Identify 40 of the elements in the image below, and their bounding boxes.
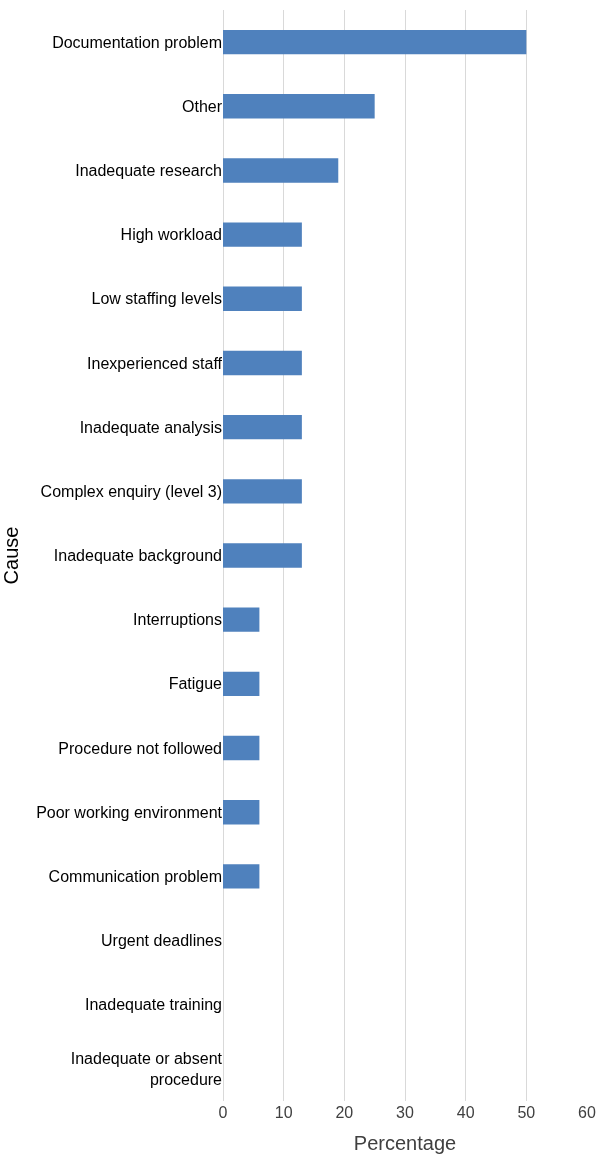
y-tick-label: Inadequate or absent procedure — [70, 1050, 223, 1088]
bar — [223, 94, 375, 119]
x-tick-label: 10 — [274, 1104, 293, 1121]
y-tick-label: Low staffing levels — [91, 290, 222, 308]
y-tick-label: Inadequate research — [75, 162, 222, 180]
bar — [223, 479, 302, 504]
bar — [223, 29, 527, 55]
x-tick-label: 0 — [218, 1104, 228, 1121]
y-tick-label: Other — [181, 97, 223, 115]
bar — [223, 864, 260, 889]
x-tick-label: 60 — [578, 1104, 596, 1121]
y-tick-label: Fatigue — [168, 675, 223, 693]
y-axis-title: Cause — [0, 526, 22, 585]
bar — [223, 800, 260, 825]
bar — [223, 543, 302, 568]
bar — [223, 158, 339, 183]
x-tick-label: 20 — [335, 1104, 354, 1121]
bar — [223, 286, 302, 311]
bar — [223, 414, 302, 440]
y-tick-label: Procedure not followed — [58, 739, 222, 757]
y-tick-label: Inadequate background — [53, 547, 222, 565]
bar — [223, 671, 260, 697]
x-tick-label: 30 — [396, 1104, 414, 1121]
y-tick-label: Communication problem — [48, 867, 222, 885]
y-tick-label: Poor working environment — [36, 803, 223, 821]
y-tick-label: Inadequate training — [85, 996, 222, 1014]
y-tick-label: Inexperienced staff — [87, 354, 223, 372]
y-tick-label: Documentation problem — [52, 33, 222, 51]
x-axis-title: Percentage — [353, 1131, 457, 1154]
x-tick-label: 50 — [517, 1104, 536, 1121]
y-tick-label: High workload — [120, 226, 222, 244]
bar — [223, 350, 302, 376]
y-tick-label: Urgent deadlines — [101, 932, 222, 950]
bar — [223, 222, 302, 247]
x-tick-label: 40 — [456, 1104, 475, 1121]
bar — [223, 735, 260, 761]
y-tick-label: Complex enquiry (level 3) — [40, 482, 222, 500]
y-tick-label: Inadequate analysis — [79, 418, 222, 436]
y-tick-label: Interruptions — [133, 611, 222, 629]
bar — [223, 607, 260, 632]
